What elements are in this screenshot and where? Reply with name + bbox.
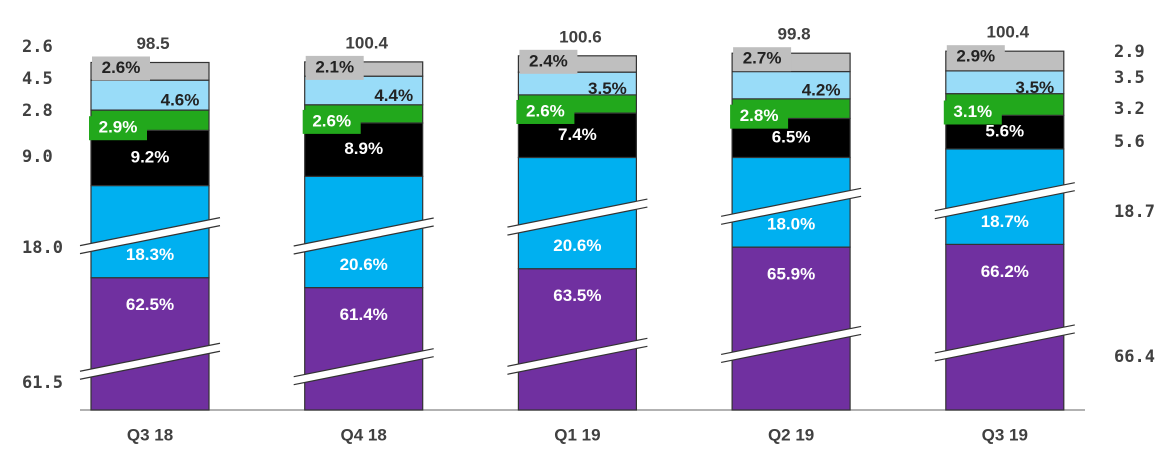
value-label: 3.1% <box>953 102 992 121</box>
axis-break-line <box>934 324 1075 354</box>
total-label: 100.4 <box>987 23 1030 42</box>
axis-break <box>934 324 1075 361</box>
axis-break-line <box>293 356 434 386</box>
axis-break-line <box>934 190 1075 220</box>
axis-break <box>507 338 648 375</box>
value-label: 2.7% <box>743 49 782 68</box>
side-label: 18.7 <box>1114 202 1155 222</box>
axis-break-line <box>720 325 862 355</box>
axis-break <box>721 326 862 363</box>
value-label: 18.7% <box>981 212 1029 231</box>
label-box <box>89 116 147 141</box>
axis-break <box>80 343 220 380</box>
side-label: 66.4 <box>1114 347 1155 367</box>
side-label: 3.5 <box>1114 68 1145 88</box>
value-label: 18.0% <box>767 215 815 234</box>
value-label: 7.4% <box>558 125 597 144</box>
axis-break-line <box>720 187 862 217</box>
label-box <box>302 109 361 134</box>
axis-break-line <box>293 225 434 255</box>
bar-segment <box>731 70 851 100</box>
bar-segment <box>517 268 638 411</box>
axis-break <box>721 188 862 225</box>
value-label: 20.6% <box>553 236 601 255</box>
value-label: 3.5% <box>588 79 627 98</box>
side-label: 2.8 <box>22 101 53 121</box>
label-box <box>733 47 792 72</box>
value-label: 8.9% <box>344 139 383 158</box>
x-tick-label: Q1 19 <box>554 425 600 444</box>
axis-break-line <box>79 217 221 247</box>
label-box <box>305 55 364 80</box>
value-label: 9.2% <box>131 147 170 166</box>
axis-break <box>293 348 434 385</box>
value-label: 65.9% <box>767 265 815 284</box>
value-label: 2.9% <box>956 47 995 66</box>
value-label: 63.5% <box>553 286 601 305</box>
value-label: 2.6% <box>102 58 141 77</box>
axis-break-line <box>79 225 221 255</box>
axis-break <box>507 199 648 236</box>
label-box <box>92 56 150 81</box>
bar-segment <box>304 287 424 411</box>
value-label: 2.6% <box>526 101 565 120</box>
x-tick-label: Q4 18 <box>341 425 387 444</box>
value-label: 61.4% <box>340 305 388 324</box>
value-label: 62.5% <box>126 295 174 314</box>
axis-break-line <box>934 182 1075 212</box>
total-label: 99.8 <box>778 25 811 44</box>
total-label: 100.4 <box>345 33 388 52</box>
label-box <box>519 49 578 74</box>
axis-break <box>293 217 434 254</box>
axis-break-line <box>507 198 648 228</box>
value-label: 4.4% <box>374 86 413 105</box>
total-label: 100.6 <box>559 27 602 46</box>
value-label: 4.2% <box>802 81 841 100</box>
value-label: 5.6% <box>985 122 1024 141</box>
total-label: 98.5 <box>136 34 169 53</box>
side-label: 3.2 <box>1114 99 1145 119</box>
x-tick-label: Q3 19 <box>982 425 1028 444</box>
side-label: 4.5 <box>22 69 53 89</box>
label-box <box>516 99 575 124</box>
axis-break <box>934 182 1075 219</box>
axis-break-line <box>934 332 1075 362</box>
axis-break-line <box>720 333 862 363</box>
side-label: 2.6 <box>22 37 53 57</box>
x-tick-label: Q2 19 <box>768 425 814 444</box>
label-box <box>730 104 789 129</box>
side-label: 2.9 <box>1114 42 1145 62</box>
value-label: 4.6% <box>161 91 200 110</box>
value-label: 2.1% <box>315 57 354 76</box>
label-box <box>943 100 1002 125</box>
side-label: 18.0 <box>22 238 63 258</box>
value-label: 2.9% <box>99 118 138 137</box>
axis-break-line <box>507 337 648 367</box>
value-label: 2.8% <box>740 106 779 125</box>
value-label: 3.5% <box>1015 78 1054 97</box>
axis-break-line <box>293 348 434 378</box>
side-label: 61.5 <box>22 373 63 393</box>
bar-segment <box>731 246 851 411</box>
value-label: 2.4% <box>529 51 568 70</box>
side-label: 9.0 <box>22 147 53 167</box>
axis-break-line <box>79 350 221 380</box>
axis-break-line <box>293 217 434 247</box>
value-label: 20.6% <box>340 255 388 274</box>
x-tick-label: Q3 18 <box>127 425 173 444</box>
bar-segment <box>90 79 210 111</box>
bar-segment <box>90 277 210 411</box>
axis-break-line <box>507 345 648 375</box>
axis-break-line <box>720 195 862 225</box>
label-box <box>946 45 1005 70</box>
axis-break-line <box>79 342 221 372</box>
value-label: 6.5% <box>772 127 811 146</box>
axis-break <box>80 217 220 254</box>
value-label: 66.2% <box>981 262 1029 281</box>
value-label: 2.6% <box>312 111 351 130</box>
value-label: 18.3% <box>126 245 174 264</box>
side-label: 5.6 <box>1114 132 1145 152</box>
axis-break-line <box>507 206 648 236</box>
